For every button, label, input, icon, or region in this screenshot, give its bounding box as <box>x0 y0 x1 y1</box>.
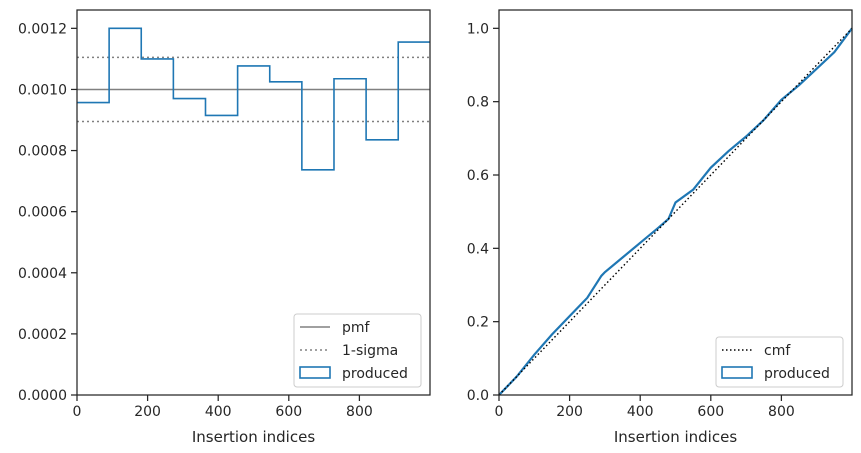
p2-y-tick-label: 0.6 <box>467 168 489 184</box>
p1-x-tick-label: 200 <box>134 404 161 420</box>
p1-y-tick-label: 0.0012 <box>18 21 67 37</box>
p2-x-tick-label: 0 <box>495 404 504 420</box>
p2-y-tick-label: 0.8 <box>467 95 489 111</box>
legend-label: produced <box>342 366 408 382</box>
right-tick-layer: 0 200 400 600 800 0.0 0.2 0.4 0.6 0.8 1.0 <box>467 21 795 420</box>
right-axes-frame <box>498 9 853 396</box>
p1-x-tick-label: 600 <box>275 404 302 420</box>
p2-y-tick-label: 0.0 <box>467 388 489 404</box>
p2-x-tick-label: 600 <box>697 404 724 420</box>
left-x-axis-label: Insertion indices <box>192 428 315 446</box>
p2-x-tick-label: 400 <box>627 404 654 420</box>
p1-x-tick-label: 0 <box>73 404 82 420</box>
right-legend-box <box>715 336 844 388</box>
legend-produced-swatch <box>721 366 753 379</box>
left-tick-layer: 0 200 400 600 800 0.0000 0.0002 0.0004 0.0006 0.0… <box>18 21 373 420</box>
p1-y-tick-label: 0.0002 <box>18 327 67 343</box>
p2-x-tick-label: 200 <box>556 404 583 420</box>
p1-x-tick-label: 400 <box>205 404 232 420</box>
left-axes-frame <box>76 9 431 396</box>
right-legend: cmf produced <box>715 336 844 388</box>
p2-y-tick-label: 0.4 <box>467 241 489 257</box>
p1-y-tick-label: 0.0008 <box>18 144 67 160</box>
legend-label: cmf <box>764 343 791 359</box>
legend-label: pmf <box>342 320 371 336</box>
p1-y-tick-label: 0.0004 <box>18 266 67 282</box>
p1-y-tick-label: 0.0010 <box>18 82 67 98</box>
p1-y-tick-label: 0.0000 <box>18 388 67 404</box>
p2-x-tick-label: 800 <box>768 404 795 420</box>
left-legend-box <box>293 313 422 388</box>
right-x-axis-label: Insertion indices <box>614 428 737 446</box>
p1-x-tick-label: 800 <box>346 404 373 420</box>
cmf-line <box>498 27 853 396</box>
left-legend: pmf 1-sigma produced <box>293 313 422 388</box>
right-cumulative-panel: 0 200 400 600 800 0.0 0.2 0.4 0.6 0.8 1.0 Insertio… <box>467 9 853 446</box>
produced-step <box>77 27 430 171</box>
p1-y-tick-label: 0.0006 <box>18 205 67 221</box>
left-series-layer <box>77 27 430 171</box>
p2-y-tick-label: 0.2 <box>467 315 489 331</box>
p2-y-tick-label: 1.0 <box>467 21 489 37</box>
legend-produced-swatch <box>299 366 331 379</box>
legend-label: 1-sigma <box>342 343 398 359</box>
left-histogram-panel: 0 200 400 600 800 0.0000 0.0002 0.0004 0.0006 0.0… <box>18 9 431 446</box>
right-series-layer <box>498 27 853 396</box>
legend-label: produced <box>764 366 830 382</box>
